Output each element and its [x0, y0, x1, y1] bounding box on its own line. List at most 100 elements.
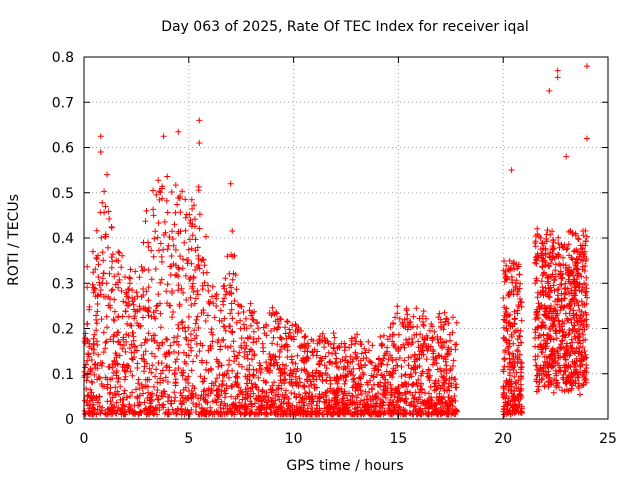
- data-point: [548, 256, 555, 263]
- data-point: [126, 345, 133, 352]
- data-point: [93, 316, 100, 323]
- data-point: [106, 302, 113, 309]
- data-point: [300, 402, 307, 409]
- data-point: [578, 246, 585, 252]
- data-point: [565, 228, 572, 235]
- data-point: [355, 380, 362, 387]
- data-point: [293, 368, 300, 375]
- data-point: [547, 260, 554, 267]
- data-point: [208, 408, 215, 415]
- data-point: [209, 398, 216, 405]
- data-point: [533, 277, 540, 284]
- data-point: [266, 351, 273, 357]
- data-point: [247, 385, 254, 392]
- data-point: [183, 376, 190, 383]
- data-point: [532, 238, 539, 245]
- data-point: [189, 232, 196, 239]
- data-point: [277, 366, 284, 373]
- data-point: [84, 320, 91, 327]
- data-point: [164, 336, 171, 343]
- data-point: [544, 227, 551, 234]
- data-point: [232, 395, 239, 402]
- data-point: [559, 387, 565, 394]
- data-point: [235, 361, 242, 368]
- data-point: [554, 348, 561, 354]
- data-point: [149, 390, 156, 397]
- data-point: [565, 362, 572, 369]
- data-point: [126, 280, 133, 287]
- data-point: [143, 288, 150, 295]
- data-point: [259, 402, 266, 409]
- data-point: [131, 349, 138, 356]
- data-point: [566, 272, 573, 279]
- data-point: [554, 67, 561, 74]
- data-point: [201, 387, 208, 393]
- data-point: [533, 376, 540, 383]
- data-point: [532, 335, 538, 341]
- data-point: [507, 322, 514, 329]
- data-point: [139, 385, 146, 392]
- data-point: [306, 389, 313, 396]
- data-point: [210, 300, 217, 307]
- data-point: [192, 409, 199, 415]
- data-point: [313, 402, 320, 409]
- data-point: [450, 314, 456, 321]
- data-point: [516, 285, 523, 292]
- data-point: [242, 386, 249, 393]
- data-point: [344, 397, 351, 404]
- data-point: [113, 399, 120, 406]
- data-point: [518, 403, 525, 410]
- data-point: [142, 348, 149, 355]
- data-point: [119, 252, 126, 259]
- data-point: [154, 339, 161, 346]
- data-point: [251, 352, 258, 359]
- data-point: [259, 340, 266, 347]
- data-point: [84, 284, 91, 291]
- data-point: [374, 408, 380, 415]
- data-point: [155, 177, 162, 184]
- data-point: [152, 307, 159, 314]
- data-point: [574, 374, 581, 380]
- data-point: [172, 376, 179, 383]
- data-point: [570, 266, 577, 273]
- data-point: [582, 227, 589, 234]
- data-point: [266, 369, 273, 376]
- data-point: [269, 382, 276, 389]
- data-point: [316, 395, 323, 402]
- data-point: [209, 283, 216, 290]
- data-point: [265, 397, 272, 404]
- data-point: [217, 307, 224, 314]
- data-point: [256, 411, 262, 418]
- data-point: [84, 374, 91, 381]
- data-point: [268, 328, 274, 334]
- data-point: [304, 348, 311, 355]
- data-point: [121, 387, 128, 394]
- data-point: [375, 366, 381, 373]
- data-point: [103, 313, 110, 320]
- data-point: [561, 364, 568, 371]
- data-point: [384, 385, 391, 392]
- data-point: [103, 338, 110, 345]
- data-point: [237, 411, 244, 417]
- data-point: [97, 133, 104, 140]
- data-point: [436, 310, 443, 317]
- data-point: [321, 338, 328, 345]
- data-point: [547, 273, 554, 280]
- data-point: [572, 247, 578, 254]
- data-point: [509, 277, 516, 283]
- data-point: [148, 247, 155, 254]
- data-point: [549, 347, 555, 354]
- data-point: [160, 232, 167, 238]
- data-point: [511, 363, 518, 370]
- data-point: [500, 267, 507, 274]
- data-point: [566, 302, 573, 309]
- data-point: [253, 367, 260, 374]
- data-point: [289, 410, 296, 417]
- data-point: [134, 395, 141, 402]
- data-point: [500, 391, 507, 398]
- data-point: [235, 384, 242, 391]
- data-point: [195, 291, 201, 298]
- data-point: [583, 369, 590, 376]
- data-point: [115, 329, 122, 336]
- data-point: [115, 338, 122, 345]
